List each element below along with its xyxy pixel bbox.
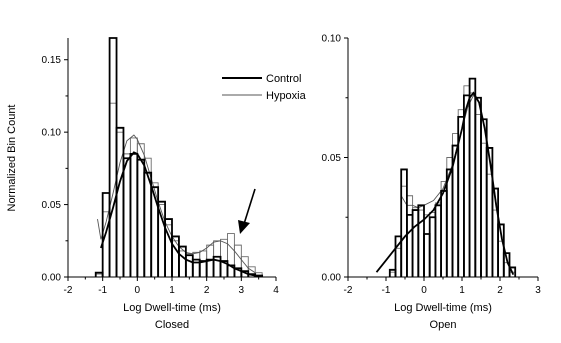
closed-y-tick-label: 0.15 (42, 55, 62, 66)
closed-control-bar (94, 271, 104, 277)
annotation-arrow (238, 188, 256, 234)
closed-y-tick-label: 0.00 (42, 273, 62, 284)
closed-x-tick-label: 4 (273, 285, 279, 296)
open-x-axis-label: Log Dwell-time (ms) (394, 302, 492, 314)
open-x-tick-label: 3 (535, 285, 541, 296)
closed-control-bar (122, 157, 132, 277)
open-x-tick-label: -2 (344, 285, 353, 296)
open-x-tick-label: 0 (421, 285, 427, 296)
closed-y-tick-label: 0.05 (42, 200, 62, 211)
closed-plot-marks (94, 37, 264, 277)
closed-hypoxia-bar (164, 224, 173, 277)
closed-x-tick-label: 3 (239, 285, 245, 296)
closed-y-axis-label: Normalized Bin Count (6, 105, 18, 212)
closed-hypoxia-bar (213, 240, 221, 277)
open-plot-marks (375, 77, 517, 277)
closed-hypoxia-bar (109, 102, 117, 277)
open-control-bar (497, 223, 505, 277)
closed-control-bar (115, 126, 125, 277)
closed-panel-label: Closed (155, 319, 189, 331)
closed-hypoxia-bar (227, 233, 235, 277)
closed-hypoxia-bar (129, 137, 138, 277)
arrow-shaft (243, 188, 256, 225)
closed-control-bar (136, 158, 146, 277)
closed-hypoxia-bar (192, 251, 201, 277)
closed-hypoxia-bar (123, 153, 131, 277)
open-panel: -2 -1 0 1 2 3 0.00 0.05 0.10 Log Dwell-time (ms)… (322, 34, 542, 332)
closed-x-tick-label: 0 (135, 285, 141, 296)
closed-ticks: -2 -1 0 1 2 3 4 0.00 0.05 0.10 0.15 (42, 55, 280, 296)
closed-hypoxia-fit-curve (97, 134, 256, 274)
closed-y-tick-label: 0.10 (42, 128, 62, 139)
closed-control-fit-curve (100, 151, 256, 277)
open-x-tick-label: 1 (459, 285, 465, 296)
closed-hypoxia-bar (199, 250, 208, 277)
arrow-head (238, 220, 250, 234)
open-y-tick-label: 0.00 (322, 273, 342, 284)
closed-control-bar (108, 37, 118, 277)
open-ticks: -2 -1 0 1 2 3 0.00 0.05 0.10 (322, 34, 542, 297)
closed-x-tick-label: -2 (64, 285, 73, 296)
closed-control-bar (198, 260, 208, 277)
closed-x-tick-label: 1 (169, 285, 175, 296)
legend-control-label: Control (266, 73, 301, 85)
closed-control-bar (164, 218, 173, 277)
open-control-bar (508, 266, 517, 277)
open-y-tick-label: 0.10 (322, 34, 342, 45)
closed-x-tick-label: 2 (204, 285, 210, 296)
legend: Control Hypoxia (222, 73, 307, 102)
closed-hypoxia-bar (185, 253, 194, 277)
closed-control-bar (143, 171, 153, 277)
open-x-tick-label: 2 (497, 285, 503, 296)
closed-hypoxia-bar (233, 244, 242, 277)
closed-control-bar (129, 152, 139, 277)
closed-control-bar (184, 254, 194, 277)
legend-hypoxia-label: Hypoxia (266, 90, 307, 102)
closed-control-bar (254, 274, 264, 277)
closed-x-axis-label: Log Dwell-time (ms) (123, 302, 221, 314)
open-panel-label: Open (430, 319, 457, 331)
closed-hypoxia-bar (220, 238, 228, 277)
open-y-tick-label: 0.05 (322, 153, 342, 164)
closed-control-bar (101, 192, 111, 277)
closed-control-bar (150, 186, 160, 277)
closed-control-bar (205, 258, 215, 277)
closed-control-bar (171, 235, 180, 277)
closed-x-tick-label: -1 (98, 285, 107, 296)
open-control-fit-curve (375, 91, 515, 275)
closed-panel: -2 -1 0 1 2 3 4 0.00 0.05 0.10 0.15 Normalized Bin… (6, 37, 307, 331)
open-x-tick-label: -1 (382, 285, 391, 296)
